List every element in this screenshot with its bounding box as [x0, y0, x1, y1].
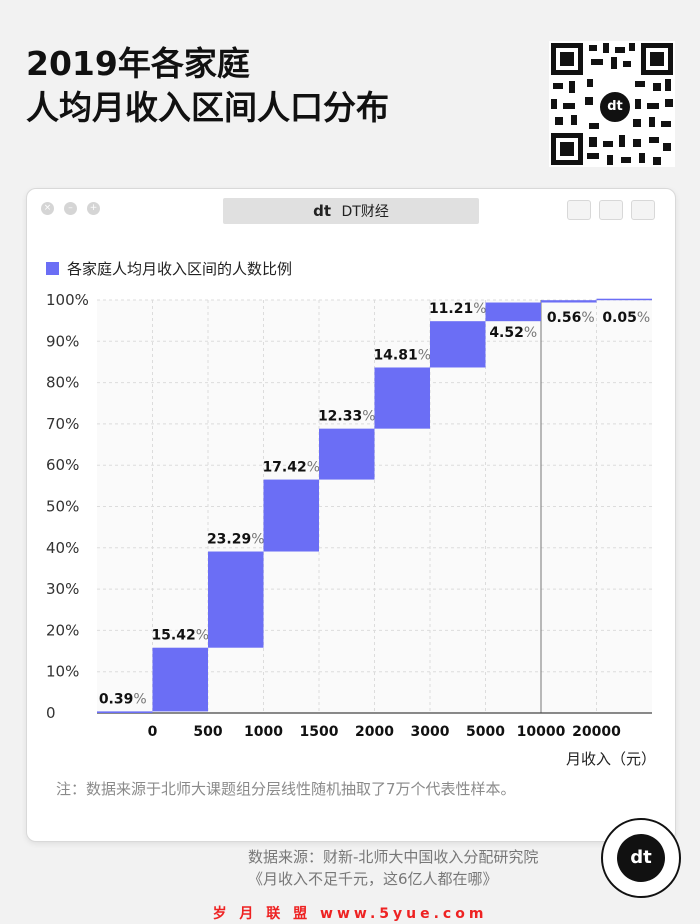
title-line-2: 人均月收入区间人口分布 — [26, 88, 389, 127]
bar — [208, 551, 264, 648]
y-tick-label: 20% — [46, 621, 79, 639]
x-tick-label: 10000 — [517, 724, 566, 740]
share-icon[interactable] — [599, 200, 623, 220]
y-tick-label: 40% — [46, 539, 79, 557]
bar — [374, 367, 430, 429]
page-title: 2019年各家庭 人均月收入区间人口分布 — [26, 42, 389, 130]
x-tick-label: 0 — [148, 724, 158, 740]
data-label: 17.42% — [262, 460, 320, 476]
y-tick-label: 0 — [46, 704, 56, 722]
bar — [263, 479, 319, 552]
chart-legend: 各家庭人均月收入区间的人数比例 — [46, 258, 292, 279]
data-source: 数据来源：财新-北师大中国收入分配研究院 《月收入不足千元，这6亿人都在哪》 — [248, 846, 538, 890]
qr-logo-icon: dt — [597, 89, 633, 125]
bar — [596, 298, 652, 301]
y-tick-label: 60% — [46, 456, 79, 474]
x-tick-label: 3000 — [411, 724, 450, 740]
record-icon[interactable] — [567, 200, 591, 220]
dt-badge-icon: dt — [617, 834, 665, 882]
data-label: 0.56% — [547, 310, 595, 326]
data-label: 15.42% — [151, 628, 209, 644]
y-tick-label: 80% — [46, 374, 79, 392]
download-icon[interactable] — [631, 200, 655, 220]
data-label: 11.21% — [429, 301, 487, 317]
y-tick-label: 30% — [46, 580, 79, 598]
qr-code-pattern — [551, 43, 673, 165]
x-tick-label: 1000 — [244, 724, 283, 740]
bar — [152, 647, 208, 712]
tab-label: DT财经 — [341, 204, 389, 220]
qr-code: dt — [549, 41, 675, 167]
dt-logo-icon: dt — [313, 202, 332, 220]
source-line-2: 《月收入不足千元，这6亿人都在哪》 — [248, 870, 498, 888]
y-tick-label: 90% — [46, 332, 79, 350]
x-tick-label: 20000 — [572, 724, 621, 740]
data-label: 14.81% — [373, 347, 431, 363]
bar — [319, 428, 375, 480]
data-label: 4.52% — [489, 325, 537, 341]
title-line-1: 2019年各家庭 — [26, 44, 250, 83]
x-tick-label: 2000 — [355, 724, 394, 740]
minimize-icon[interactable]: – — [64, 202, 77, 215]
dt-badge: dt — [601, 818, 681, 898]
x-tick-label: 5000 — [466, 724, 505, 740]
data-label: 23.29% — [207, 532, 265, 548]
x-tick-label: 1500 — [300, 724, 339, 740]
bar — [541, 300, 597, 303]
data-label: 0.05% — [602, 310, 650, 326]
x-tick-label: 500 — [193, 724, 222, 740]
y-tick-label: 70% — [46, 415, 79, 433]
y-tick-label: 50% — [46, 498, 79, 516]
close-icon[interactable]: × — [41, 202, 54, 215]
bar — [430, 321, 486, 368]
maximize-icon[interactable]: + — [87, 202, 100, 215]
bar — [97, 711, 153, 713]
legend-swatch — [46, 262, 59, 275]
source-line-1: 数据来源：财新-北师大中国收入分配研究院 — [248, 848, 539, 866]
y-tick-label: 100% — [46, 291, 89, 309]
x-axis-label: 月收入（元） — [566, 750, 656, 768]
data-label: 0.39% — [99, 691, 147, 707]
footer-watermark: 岁 月 联 盟 www.5yue.com — [212, 906, 488, 922]
chart-note: 注：数据来源于北师大课题组分层线性随机抽取了7万个代表性样本。 — [56, 780, 516, 798]
waterfall-chart: 0 10% 20% 30% 40% 50% 60% 70% 80% 90% 100% 0 500 1000… — [46, 291, 656, 768]
y-tick-label: 10% — [46, 663, 79, 681]
legend-label: 各家庭人均月收入区间的人数比例 — [67, 260, 293, 278]
data-label: 12.33% — [318, 409, 376, 425]
bar — [485, 302, 541, 322]
window-tab[interactable]: dt DT财经 — [223, 198, 479, 224]
